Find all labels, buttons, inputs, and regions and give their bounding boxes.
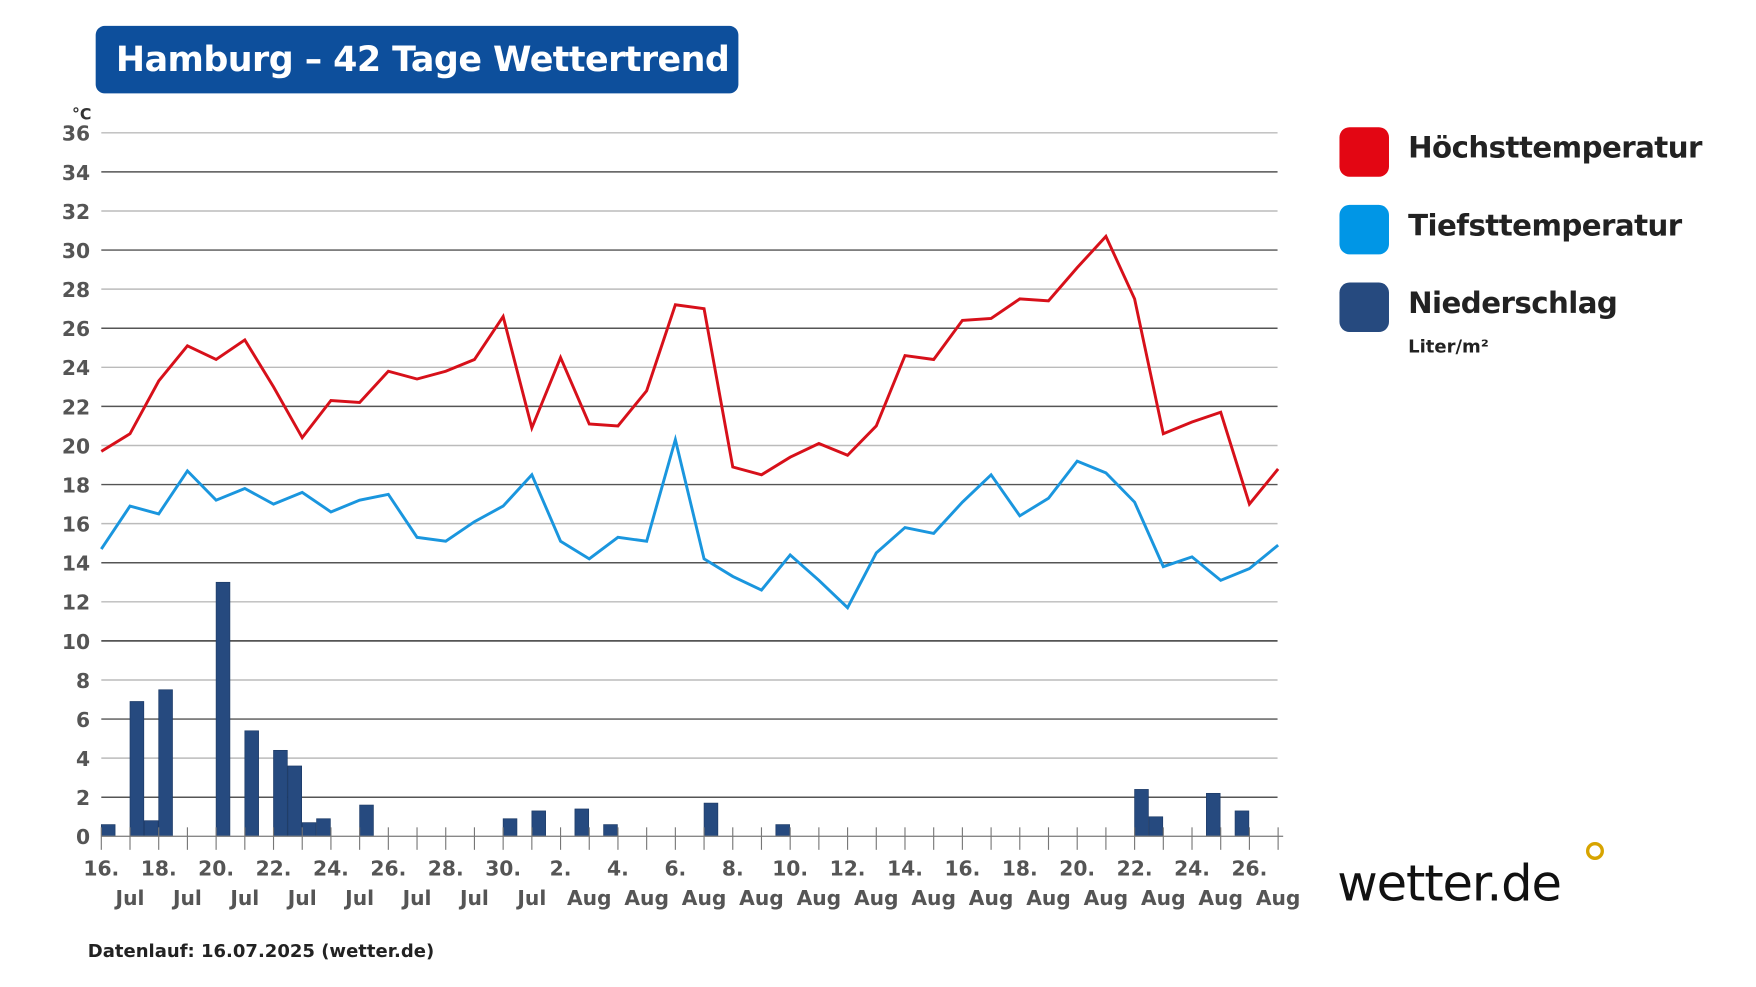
- y-tick-label: 32: [62, 200, 90, 224]
- x-tick-day: 20.: [1059, 857, 1095, 881]
- x-tick-day: 24.: [1174, 857, 1210, 881]
- chart: °C 02468101214161820222426283032343616.J…: [62, 104, 1301, 910]
- precipitation-bar: [144, 820, 159, 837]
- x-tick-month: Jul: [171, 886, 202, 910]
- x-tick-day: 18.: [1002, 857, 1038, 881]
- x-tick-month: Aug: [1256, 886, 1301, 910]
- x-tick-month: Aug: [854, 886, 899, 910]
- precipitation-bar: [359, 804, 374, 837]
- x-tick-day: 6.: [664, 857, 686, 881]
- y-tick-label: 8: [76, 669, 90, 693]
- y-tick-label: 34: [62, 161, 90, 185]
- precipitation-bar: [273, 749, 288, 837]
- x-tick-month: Jul: [114, 886, 145, 910]
- precipitation-bar: [244, 730, 259, 837]
- y-tick-label: 18: [62, 473, 90, 497]
- precipitation-bar: [287, 765, 302, 837]
- precipitation-bar: [158, 689, 173, 837]
- precipitation-bar: [301, 822, 317, 837]
- x-tick-month: Jul: [458, 886, 489, 910]
- x-tick-day: 26.: [370, 857, 406, 881]
- x-tick-day: 28.: [428, 857, 464, 881]
- y-tick-label: 20: [62, 434, 90, 458]
- y-tick-label: 12: [62, 591, 90, 615]
- x-tick-month: Aug: [567, 886, 612, 910]
- precipitation-bar: [574, 808, 590, 837]
- precipitation-bar: [1206, 792, 1221, 837]
- x-tick-month: Aug: [1141, 886, 1186, 910]
- x-tick-month: Aug: [1026, 886, 1071, 910]
- y-tick-label: 6: [76, 708, 90, 732]
- x-tick-day: 4.: [607, 857, 629, 881]
- precipitation-bar: [1148, 816, 1164, 837]
- y-tick-label: 0: [76, 825, 90, 849]
- x-tick-month: Jul: [515, 886, 546, 910]
- y-tick-label: 24: [62, 356, 90, 380]
- precipitation-bar: [603, 824, 618, 837]
- precipitation-bar: [1234, 810, 1250, 837]
- y-tick-label: 14: [62, 552, 90, 576]
- legend-swatch-blue: [1339, 204, 1389, 255]
- x-tick-day: 20.: [198, 857, 234, 881]
- precipitation-bar: [502, 818, 518, 837]
- x-tick-day: 10.: [772, 857, 808, 881]
- min-temp-line: [100, 433, 1280, 611]
- x-tick-day: 22.: [256, 857, 292, 881]
- y-tick-label: 26: [62, 317, 90, 341]
- precipitation-bar: [703, 802, 719, 837]
- x-tick-month: Aug: [682, 886, 727, 910]
- x-tick-month: Jul: [228, 886, 259, 910]
- x-tick-day: 8.: [722, 857, 744, 881]
- precipitation-bar: [775, 824, 790, 837]
- y-tick-label: 16: [62, 513, 90, 537]
- x-tick-month: Aug: [624, 886, 669, 910]
- y-tick-label: 22: [62, 395, 90, 419]
- x-tick-month: Aug: [1198, 886, 1243, 910]
- logo-dot-icon: [1585, 841, 1604, 860]
- x-tick-day: 16.: [944, 857, 980, 881]
- precipitation-bar: [1134, 789, 1149, 837]
- wetter-de-logo: wetter.de: [1337, 855, 1562, 913]
- precipitation-bar: [215, 581, 231, 837]
- x-tick-month: Aug: [739, 886, 784, 910]
- x-tick-day: 24.: [313, 857, 349, 881]
- data-run-note: Datenlauf: 16.07.2025 (wetter.de): [87, 939, 435, 962]
- y-axis-unit: °C: [72, 104, 91, 123]
- y-tick-label: 30: [62, 239, 90, 263]
- y-tick-label: 4: [76, 747, 90, 771]
- x-tick-month: Aug: [1084, 886, 1129, 910]
- x-tick-month: Aug: [797, 886, 842, 910]
- y-tick-label: 28: [62, 278, 90, 302]
- y-tick-label: 36: [62, 122, 90, 146]
- x-tick-month: Aug: [969, 886, 1014, 910]
- precipitation-bar: [129, 701, 145, 837]
- y-tick-label: 10: [62, 630, 90, 654]
- max-temp-line: [100, 233, 1280, 508]
- x-tick-day: 22.: [1117, 857, 1153, 881]
- legend-swatch-navy: [1339, 282, 1389, 333]
- x-tick-day: 18.: [141, 857, 177, 881]
- x-tick-day: 2.: [550, 857, 572, 881]
- x-tick-month: Jul: [401, 886, 432, 910]
- chart-title: Hamburg – 42 Tage Wettertrend: [95, 25, 739, 94]
- x-tick-day: 16.: [83, 857, 119, 881]
- legend-swatch-red: [1339, 127, 1389, 177]
- x-tick-day: 30.: [485, 857, 521, 881]
- x-tick-month: Jul: [286, 886, 317, 910]
- precipitation-unit: Liter/m²: [1408, 335, 1489, 357]
- x-tick-month: Aug: [911, 886, 956, 910]
- precipitation-bar: [531, 810, 546, 837]
- x-tick-day: 26.: [1231, 857, 1267, 881]
- x-tick-day: 12.: [830, 857, 866, 881]
- precipitation-bar: [316, 818, 331, 837]
- x-tick-month: Jul: [343, 886, 374, 910]
- x-tick-day: 14.: [887, 857, 923, 881]
- precipitation-bar: [100, 824, 116, 837]
- y-tick-label: 2: [76, 786, 90, 810]
